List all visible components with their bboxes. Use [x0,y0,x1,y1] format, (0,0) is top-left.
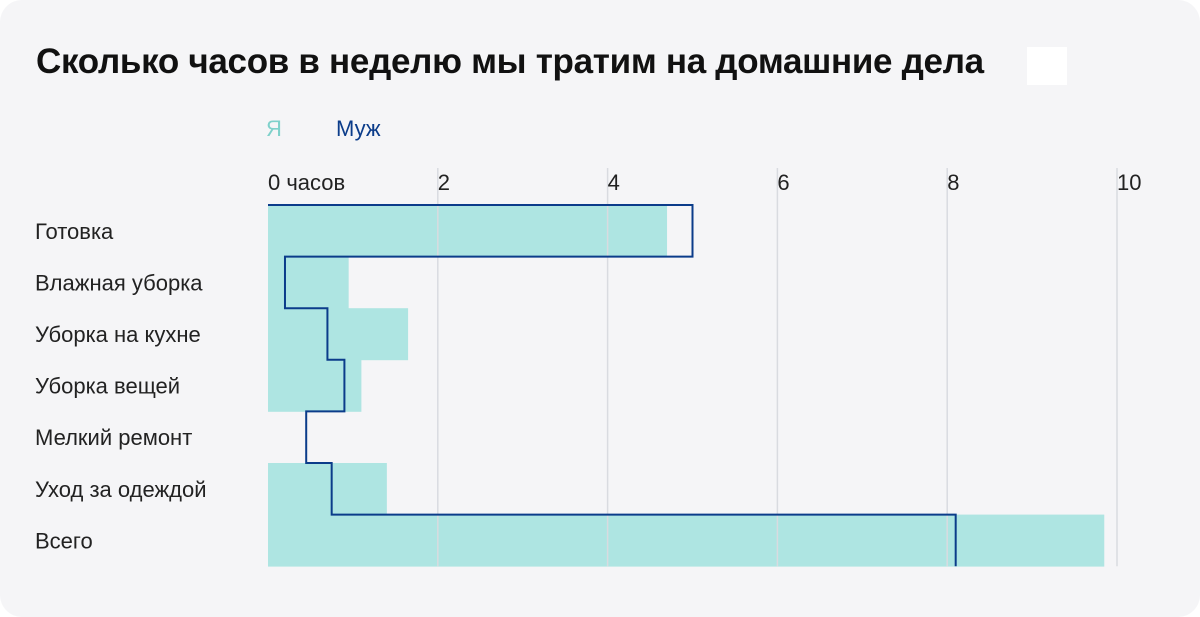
bar-me-5 [268,463,387,515]
chart-title: Сколько часов в неделю мы тратим на дома… [36,42,984,81]
x-tick-label-2: 2 [438,170,450,195]
x-tick-label-8: 8 [947,170,959,195]
category-label-2: Уборка на кухне [35,322,201,347]
category-label-1: Влажная уборка [35,270,203,295]
bar-me-3 [268,359,362,412]
x-tick-label-4: 4 [608,170,620,195]
category-label-4: Мелкий ремонт [35,425,192,450]
category-label-5: Уход за одеждой [35,477,207,502]
title-placeholder-box [1027,47,1067,85]
bar-me-6 [268,514,1105,567]
category-label-0: Готовка [35,219,114,244]
category-label-6: Всего [35,528,93,553]
x-tick-label-10: 10 [1117,170,1141,195]
step-line-husband [268,204,957,567]
x-tick-label-6: 6 [777,170,789,195]
x-tick-label-0: 0 часов [268,170,345,195]
legend-husband: Муж [336,116,381,141]
category-label-3: Уборка вещей [35,374,180,399]
bar-me-2 [268,308,409,361]
bar-me-0 [268,205,668,257]
legend-me: Я [266,116,282,141]
bar-me-1 [268,256,349,309]
